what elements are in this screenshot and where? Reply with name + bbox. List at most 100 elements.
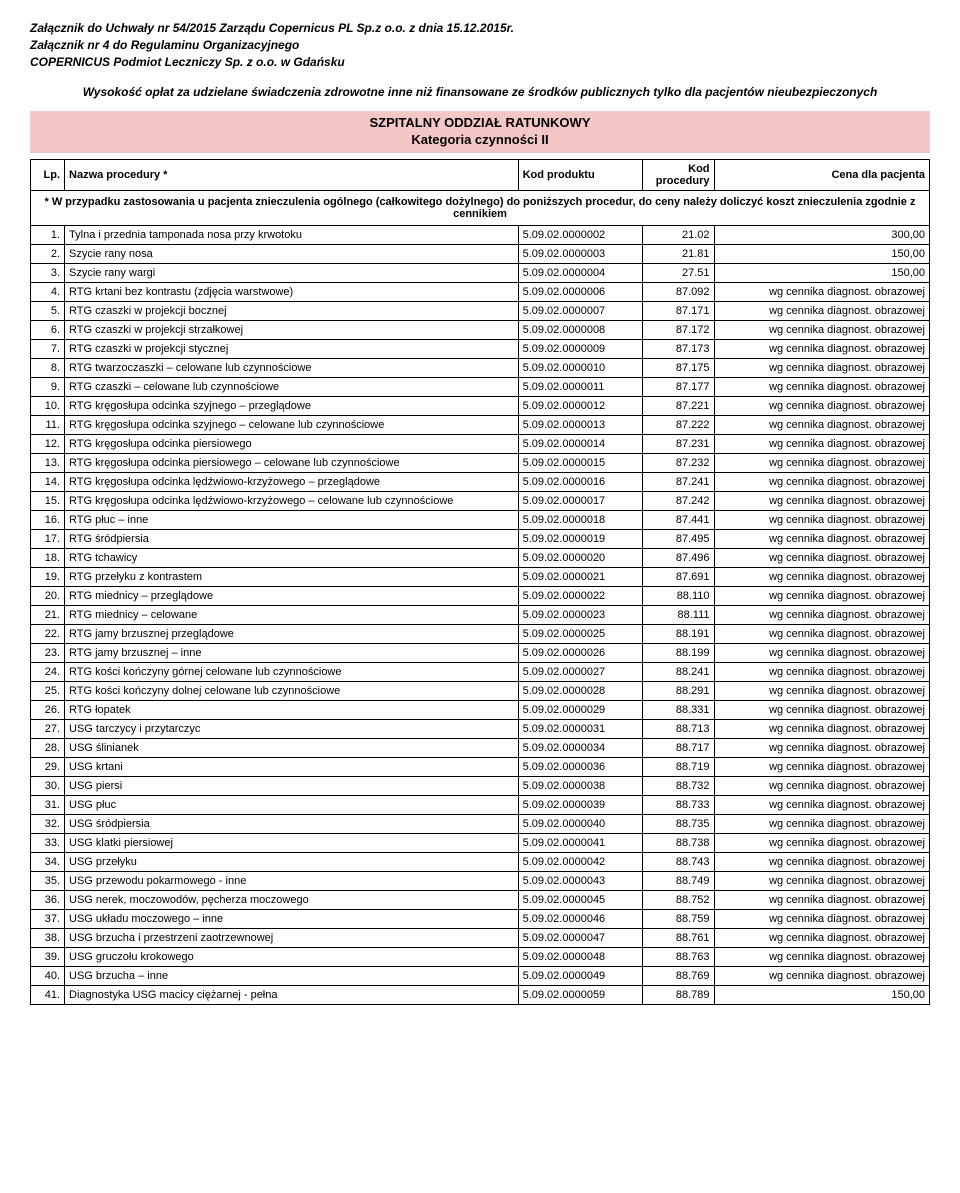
cell-price: wg cennika diagnost. obrazowej bbox=[714, 434, 929, 453]
cell-product-code: 5.09.02.0000045 bbox=[518, 890, 643, 909]
cell-lp: 29. bbox=[31, 757, 65, 776]
cell-product-code: 5.09.02.0000006 bbox=[518, 282, 643, 301]
cell-procedure-code: 87.173 bbox=[643, 339, 714, 358]
cell-price: wg cennika diagnost. obrazowej bbox=[714, 358, 929, 377]
cell-product-code: 5.09.02.0000026 bbox=[518, 643, 643, 662]
cell-product-code: 5.09.02.0000011 bbox=[518, 377, 643, 396]
col-proc: Kod procedury bbox=[643, 159, 714, 190]
cell-name: USG przełyku bbox=[65, 852, 519, 871]
cell-procedure-code: 87.171 bbox=[643, 301, 714, 320]
cell-lp: 22. bbox=[31, 624, 65, 643]
cell-name: USG śródpiersia bbox=[65, 814, 519, 833]
cell-product-code: 5.09.02.0000047 bbox=[518, 928, 643, 947]
cell-lp: 32. bbox=[31, 814, 65, 833]
table-row: 11.RTG kręgosłupa odcinka szyjnego – cel… bbox=[31, 415, 930, 434]
cell-name: RTG kręgosłupa odcinka lędźwiowo-krzyżow… bbox=[65, 491, 519, 510]
cell-procedure-code: 87.231 bbox=[643, 434, 714, 453]
cell-name: Szycie rany wargi bbox=[65, 263, 519, 282]
cell-lp: 7. bbox=[31, 339, 65, 358]
header-line-3: COPERNICUS Podmiot Leczniczy Sp. z o.o. … bbox=[30, 54, 930, 71]
table-row: 3.Szycie rany wargi5.09.02.000000427.511… bbox=[31, 263, 930, 282]
cell-name: Szycie rany nosa bbox=[65, 244, 519, 263]
cell-price: wg cennika diagnost. obrazowej bbox=[714, 510, 929, 529]
header-line-2: Załącznik nr 4 do Regulaminu Organizacyj… bbox=[30, 37, 930, 54]
cell-procedure-code: 88.743 bbox=[643, 852, 714, 871]
cell-price: wg cennika diagnost. obrazowej bbox=[714, 966, 929, 985]
cell-price: wg cennika diagnost. obrazowej bbox=[714, 719, 929, 738]
cell-product-code: 5.09.02.0000025 bbox=[518, 624, 643, 643]
cell-procedure-code: 88.752 bbox=[643, 890, 714, 909]
cell-lp: 25. bbox=[31, 681, 65, 700]
cell-procedure-code: 88.769 bbox=[643, 966, 714, 985]
table-row: 14.RTG kręgosłupa odcinka lędźwiowo-krzy… bbox=[31, 472, 930, 491]
cell-product-code: 5.09.02.0000020 bbox=[518, 548, 643, 567]
section-title-line-2: Kategoria czynności II bbox=[30, 132, 930, 149]
cell-lp: 34. bbox=[31, 852, 65, 871]
cell-product-code: 5.09.02.0000014 bbox=[518, 434, 643, 453]
cell-procedure-code: 88.110 bbox=[643, 586, 714, 605]
cell-lp: 5. bbox=[31, 301, 65, 320]
cell-product-code: 5.09.02.0000022 bbox=[518, 586, 643, 605]
cell-procedure-code: 88.291 bbox=[643, 681, 714, 700]
table-row: 36.USG nerek, moczowodów, pęcherza moczo… bbox=[31, 890, 930, 909]
table-row: 29.USG krtani5.09.02.000003688.719wg cen… bbox=[31, 757, 930, 776]
cell-name: USG brzucha i przestrzeni zaotrzewnowej bbox=[65, 928, 519, 947]
cell-name: USG ślinianek bbox=[65, 738, 519, 757]
table-row: 33.USG klatki piersiowej5.09.02.00000418… bbox=[31, 833, 930, 852]
cell-name: RTG tchawicy bbox=[65, 548, 519, 567]
cell-lp: 20. bbox=[31, 586, 65, 605]
table-row: 32.USG śródpiersia5.09.02.000004088.735w… bbox=[31, 814, 930, 833]
cell-procedure-code: 87.222 bbox=[643, 415, 714, 434]
cell-product-code: 5.09.02.0000018 bbox=[518, 510, 643, 529]
cell-procedure-code: 87.691 bbox=[643, 567, 714, 586]
cell-price: wg cennika diagnost. obrazowej bbox=[714, 301, 929, 320]
table-row: 38.USG brzucha i przestrzeni zaotrzewnow… bbox=[31, 928, 930, 947]
cell-lp: 30. bbox=[31, 776, 65, 795]
cell-price: wg cennika diagnost. obrazowej bbox=[714, 320, 929, 339]
cell-product-code: 5.09.02.0000049 bbox=[518, 966, 643, 985]
table-row: 27.USG tarczycy i przytarczyc5.09.02.000… bbox=[31, 719, 930, 738]
cell-lp: 39. bbox=[31, 947, 65, 966]
cell-product-code: 5.09.02.0000019 bbox=[518, 529, 643, 548]
cell-procedure-code: 88.713 bbox=[643, 719, 714, 738]
col-prod: Kod produktu bbox=[518, 159, 643, 190]
cell-procedure-code: 21.02 bbox=[643, 225, 714, 244]
cell-procedure-code: 87.232 bbox=[643, 453, 714, 472]
cell-procedure-code: 88.331 bbox=[643, 700, 714, 719]
cell-name: USG piersi bbox=[65, 776, 519, 795]
cell-name: RTG kręgosłupa odcinka szyjnego – przegl… bbox=[65, 396, 519, 415]
document-header: Załącznik do Uchwały nr 54/2015 Zarządu … bbox=[30, 20, 930, 70]
cell-price: wg cennika diagnost. obrazowej bbox=[714, 738, 929, 757]
cell-price: 150,00 bbox=[714, 263, 929, 282]
cell-procedure-code: 88.732 bbox=[643, 776, 714, 795]
cell-procedure-code: 87.221 bbox=[643, 396, 714, 415]
cell-price: wg cennika diagnost. obrazowej bbox=[714, 890, 929, 909]
cell-name: RTG kręgosłupa odcinka szyjnego – celowa… bbox=[65, 415, 519, 434]
cell-lp: 11. bbox=[31, 415, 65, 434]
cell-lp: 41. bbox=[31, 985, 65, 1004]
cell-price: wg cennika diagnost. obrazowej bbox=[714, 624, 929, 643]
cell-name: RTG krtani bez kontrastu (zdjęcia warstw… bbox=[65, 282, 519, 301]
cell-procedure-code: 88.199 bbox=[643, 643, 714, 662]
cell-price: wg cennika diagnost. obrazowej bbox=[714, 795, 929, 814]
table-row: 21.RTG miednicy – celowane5.09.02.000002… bbox=[31, 605, 930, 624]
cell-lp: 12. bbox=[31, 434, 65, 453]
cell-procedure-code: 88.738 bbox=[643, 833, 714, 852]
cell-product-code: 5.09.02.0000017 bbox=[518, 491, 643, 510]
table-note: * W przypadku zastosowania u pacjenta zn… bbox=[31, 190, 930, 225]
cell-price: 150,00 bbox=[714, 244, 929, 263]
table-row: 4.RTG krtani bez kontrastu (zdjęcia wars… bbox=[31, 282, 930, 301]
table-row: 25.RTG kości kończyny dolnej celowane lu… bbox=[31, 681, 930, 700]
table-row: 26.RTG łopatek5.09.02.000002988.331wg ce… bbox=[31, 700, 930, 719]
table-row: 1.Tylna i przednia tamponada nosa przy k… bbox=[31, 225, 930, 244]
cell-lp: 8. bbox=[31, 358, 65, 377]
cell-price: wg cennika diagnost. obrazowej bbox=[714, 700, 929, 719]
cell-procedure-code: 88.789 bbox=[643, 985, 714, 1004]
cell-lp: 6. bbox=[31, 320, 65, 339]
cell-price: wg cennika diagnost. obrazowej bbox=[714, 472, 929, 491]
cell-procedure-code: 88.763 bbox=[643, 947, 714, 966]
cell-procedure-code: 88.733 bbox=[643, 795, 714, 814]
cell-price: wg cennika diagnost. obrazowej bbox=[714, 681, 929, 700]
cell-name: RTG miednicy – przeglądowe bbox=[65, 586, 519, 605]
table-row: 5.RTG czaszki w projekcji bocznej5.09.02… bbox=[31, 301, 930, 320]
